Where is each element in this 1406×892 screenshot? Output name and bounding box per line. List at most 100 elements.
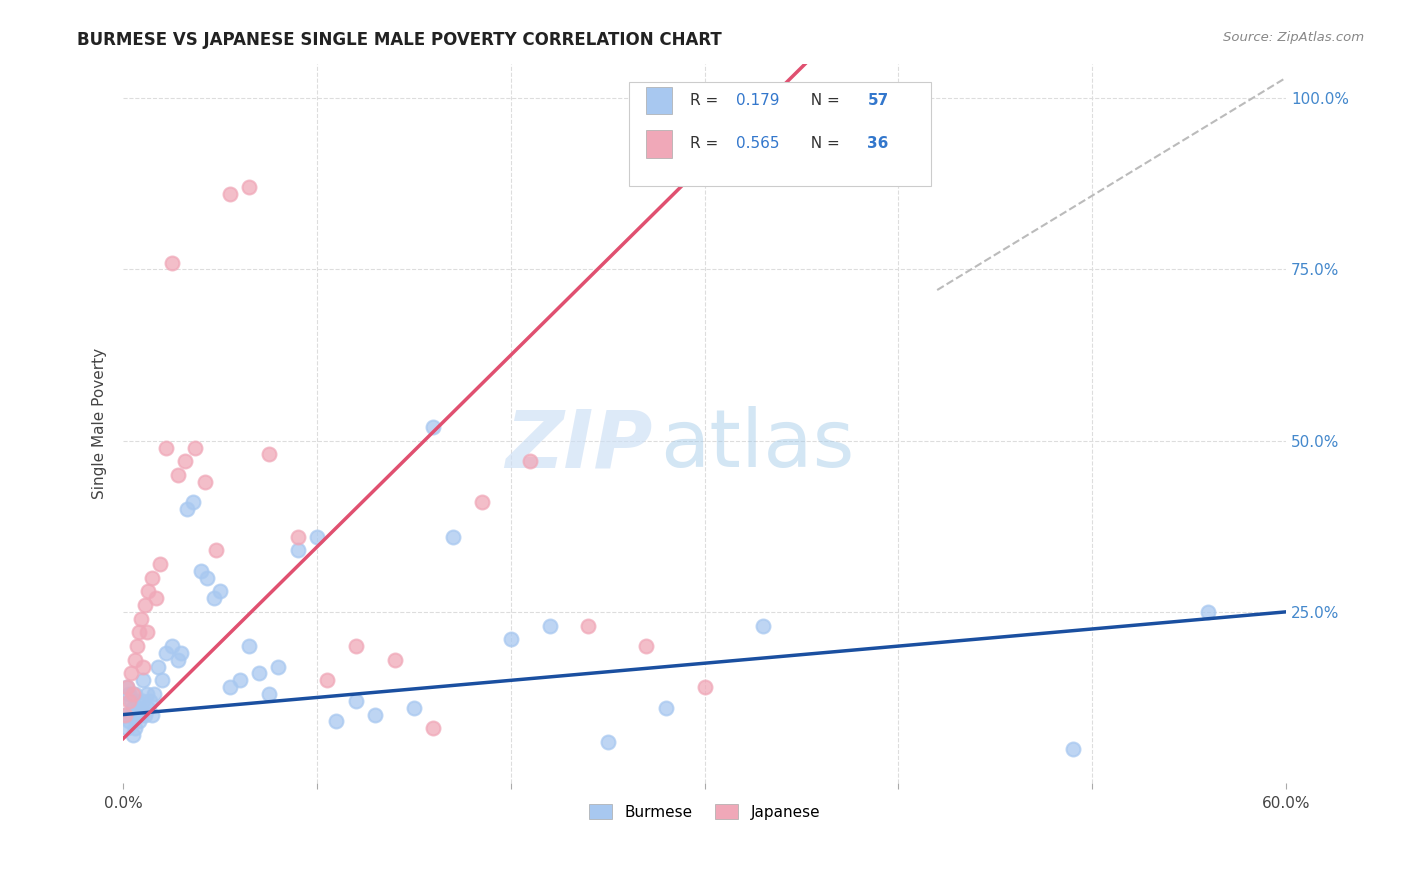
- Point: [155, 441, 177, 455]
- Point: [752, 618, 775, 632]
- Point: [655, 700, 678, 714]
- Point: [143, 687, 166, 701]
- Point: [636, 639, 658, 653]
- Point: [124, 721, 146, 735]
- Point: [139, 694, 162, 708]
- Text: 0.565: 0.565: [735, 136, 779, 152]
- Point: [184, 441, 207, 455]
- Point: [122, 700, 145, 714]
- Point: [471, 495, 494, 509]
- Point: [131, 673, 153, 688]
- Point: [344, 639, 367, 653]
- Point: [141, 571, 163, 585]
- Point: [118, 714, 141, 729]
- Point: [257, 687, 280, 701]
- Point: [176, 502, 198, 516]
- Point: [145, 591, 167, 606]
- Point: [131, 659, 153, 673]
- Point: [166, 653, 188, 667]
- Point: [115, 680, 138, 694]
- Point: [149, 557, 172, 571]
- Point: [129, 612, 152, 626]
- Point: [138, 584, 160, 599]
- Point: [238, 180, 260, 194]
- Text: N =: N =: [801, 136, 845, 152]
- Point: [422, 721, 444, 735]
- Point: [287, 529, 309, 543]
- Point: [181, 495, 204, 509]
- Point: [422, 420, 444, 434]
- Point: [131, 694, 153, 708]
- Point: [138, 700, 160, 714]
- Point: [134, 707, 156, 722]
- Text: ZIP: ZIP: [505, 406, 652, 484]
- Text: 0.179: 0.179: [735, 94, 779, 108]
- Point: [115, 721, 138, 735]
- Point: [134, 598, 156, 612]
- Point: [384, 653, 406, 667]
- FancyBboxPatch shape: [647, 87, 672, 114]
- Point: [228, 673, 250, 688]
- Point: [148, 659, 170, 673]
- Point: [538, 618, 561, 632]
- Text: 36: 36: [868, 136, 889, 152]
- Point: [287, 543, 309, 558]
- Point: [174, 454, 197, 468]
- Point: [205, 543, 228, 558]
- Point: [128, 700, 150, 714]
- Point: [124, 687, 146, 701]
- Point: [166, 467, 188, 482]
- Point: [160, 255, 183, 269]
- Point: [194, 475, 217, 489]
- Point: [195, 571, 218, 585]
- Point: [120, 694, 142, 708]
- Point: [155, 646, 177, 660]
- Point: [120, 666, 142, 681]
- Text: BURMESE VS JAPANESE SINGLE MALE POVERTY CORRELATION CHART: BURMESE VS JAPANESE SINGLE MALE POVERTY …: [77, 31, 723, 49]
- Point: [441, 529, 464, 543]
- Point: [202, 591, 225, 606]
- Point: [364, 707, 387, 722]
- Point: [115, 680, 138, 694]
- Legend: Burmese, Japanese: Burmese, Japanese: [583, 797, 827, 826]
- Point: [118, 687, 141, 701]
- Point: [576, 618, 599, 632]
- FancyBboxPatch shape: [628, 82, 931, 186]
- Point: [141, 707, 163, 722]
- Point: [344, 694, 367, 708]
- Text: N =: N =: [801, 94, 845, 108]
- Point: [122, 687, 145, 701]
- Point: [128, 625, 150, 640]
- Point: [402, 700, 425, 714]
- Point: [114, 707, 136, 722]
- Text: R =: R =: [689, 94, 723, 108]
- Point: [120, 707, 142, 722]
- Point: [118, 694, 141, 708]
- Point: [125, 639, 148, 653]
- Text: Source: ZipAtlas.com: Source: ZipAtlas.com: [1223, 31, 1364, 45]
- Point: [257, 447, 280, 461]
- Point: [125, 694, 148, 708]
- Point: [190, 564, 212, 578]
- Y-axis label: Single Male Poverty: Single Male Poverty: [93, 348, 107, 500]
- Point: [1062, 741, 1084, 756]
- Point: [160, 639, 183, 653]
- Point: [693, 680, 716, 694]
- Point: [128, 714, 150, 729]
- Point: [135, 687, 157, 701]
- Point: [519, 454, 541, 468]
- Point: [135, 625, 157, 640]
- Point: [218, 680, 240, 694]
- Point: [1197, 605, 1219, 619]
- Point: [124, 653, 146, 667]
- Point: [247, 666, 270, 681]
- Point: [596, 735, 619, 749]
- FancyBboxPatch shape: [647, 130, 672, 158]
- Text: 57: 57: [868, 94, 889, 108]
- Text: R =: R =: [689, 136, 723, 152]
- Point: [170, 646, 193, 660]
- Point: [125, 707, 148, 722]
- Point: [122, 728, 145, 742]
- Point: [267, 659, 290, 673]
- Point: [315, 673, 337, 688]
